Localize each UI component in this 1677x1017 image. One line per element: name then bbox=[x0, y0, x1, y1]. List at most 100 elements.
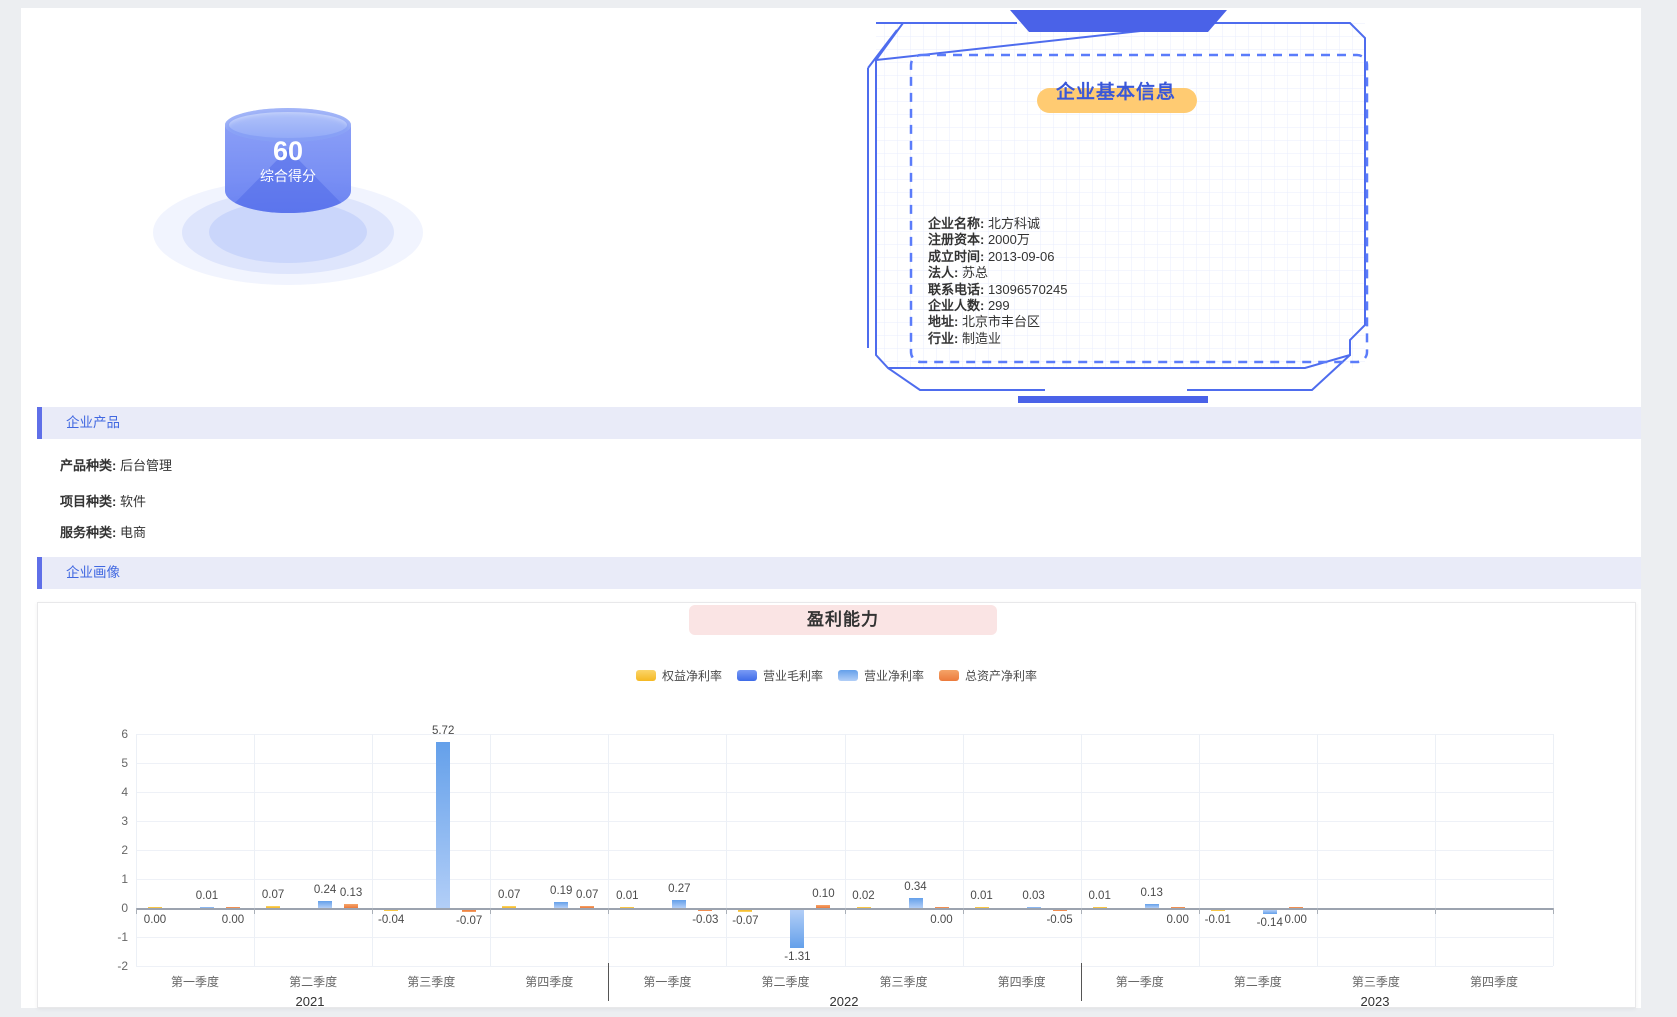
bar-value-label: 0.01 bbox=[195, 890, 219, 902]
y-axis-tick-label: 2 bbox=[121, 843, 128, 857]
bar-value-label: -0.03 bbox=[692, 914, 719, 926]
bar-value-label: 0.00 bbox=[1284, 914, 1307, 926]
score-label: 综合得分 bbox=[260, 168, 316, 184]
chart-bar bbox=[620, 907, 635, 908]
chart-bar bbox=[1170, 907, 1185, 908]
chart-bar bbox=[816, 905, 831, 908]
gridline bbox=[136, 966, 1553, 967]
gridline bbox=[1198, 734, 1200, 966]
legend-item[interactable]: 总资产净利率 bbox=[939, 667, 1037, 684]
quarter-label: 第四季度 bbox=[1469, 975, 1518, 989]
y-axis-tick-label: 1 bbox=[121, 872, 128, 886]
quarter-label: 第一季度 bbox=[643, 975, 692, 989]
bar-value-label: 0.02 bbox=[852, 890, 875, 902]
x-axis-tick bbox=[726, 908, 728, 914]
gridline bbox=[372, 734, 374, 966]
gridline bbox=[1316, 734, 1318, 966]
score-cone bbox=[225, 149, 351, 213]
field-row: 地址: 北京市丰台区 bbox=[928, 314, 1040, 330]
y-axis-tick-label: 3 bbox=[121, 814, 128, 828]
year-label: 2021 bbox=[295, 994, 325, 1009]
legend-item[interactable]: 营业毛利率 bbox=[736, 667, 823, 684]
chart-bar bbox=[344, 904, 359, 908]
gridline bbox=[1434, 734, 1436, 966]
gridline bbox=[608, 734, 610, 966]
field-row: 服务种类: 电商 bbox=[60, 525, 146, 540]
year-label: 2023 bbox=[1360, 994, 1390, 1009]
legend-item[interactable]: 营业净利率 bbox=[838, 667, 924, 684]
gridline bbox=[844, 734, 846, 966]
chart-bar bbox=[698, 910, 713, 911]
y-axis-tick-label: 5 bbox=[121, 756, 128, 770]
field-row: 联系电话: 13096570245 bbox=[928, 281, 1068, 297]
tech-frame bbox=[867, 10, 1369, 403]
bar-value-label: 0.24 bbox=[313, 884, 337, 897]
info-fields: 企业名称: 北方科诚 注册资本: 2000万 成立时间: 2013-09-06 法人:… bbox=[928, 216, 1258, 347]
legend-item[interactable]: 权益净利率 bbox=[635, 667, 722, 684]
year-separator bbox=[1080, 963, 1082, 1001]
year-separator bbox=[608, 963, 610, 1001]
legend-swatch bbox=[939, 670, 960, 681]
bar-value-label: 0.07 bbox=[261, 888, 285, 901]
y-axis-tick-label: 4 bbox=[121, 785, 128, 799]
x-axis-tick bbox=[1316, 908, 1318, 914]
chart-plot-area: 6 5 4 3 2 1 0 -1 -2 0.00 0.07 -0.04 0.07 0.01 -0.07 0.0… bbox=[38, 603, 1637, 1009]
chart-bar bbox=[226, 907, 240, 908]
bar-value-label: 0.27 bbox=[668, 883, 691, 896]
bar-value-label: 0.01 bbox=[1088, 890, 1111, 902]
chart-bar bbox=[934, 907, 949, 908]
chart-bar bbox=[790, 910, 805, 948]
bar-value-label: 5.72 bbox=[431, 725, 455, 738]
field-row: 产品种类: 后台管理 bbox=[60, 458, 172, 473]
gridline bbox=[490, 734, 492, 966]
score-value: 60 bbox=[272, 136, 304, 166]
x-axis-tick bbox=[490, 908, 492, 914]
chart-bar bbox=[974, 907, 989, 908]
legend-swatch bbox=[736, 670, 757, 681]
bar-value-label: 0.19 bbox=[550, 885, 573, 898]
dashboard-page: 60 综合得分 企业基本信息 bbox=[21, 8, 1641, 1009]
legend-label: 总资产净利率 bbox=[965, 669, 1038, 683]
info-title-highlight bbox=[1037, 88, 1197, 113]
gridline bbox=[726, 734, 728, 966]
bar-value-label: -0.07 bbox=[456, 915, 483, 928]
x-axis-tick bbox=[962, 908, 964, 914]
chart-bar bbox=[148, 907, 162, 908]
gridline bbox=[1553, 734, 1554, 966]
field-row: 项目种类: 软件 bbox=[60, 494, 146, 509]
chart-bar bbox=[1262, 910, 1277, 915]
field-row: 企业名称: 北方科诚 bbox=[928, 216, 1040, 231]
chart-legend: 权益净利率 营业毛利率 营业净利率 总资产净利率 bbox=[38, 667, 1635, 684]
chart-bar bbox=[436, 742, 451, 908]
bar-value-label: 0.00 bbox=[930, 914, 953, 926]
bar-value-label: 0.07 bbox=[498, 888, 521, 901]
x-axis-tick bbox=[136, 908, 137, 914]
bar-value-label: 0.34 bbox=[904, 881, 927, 894]
gridline bbox=[1080, 734, 1082, 966]
bar-value-label: 0.01 bbox=[616, 890, 639, 902]
bar-value-label: 0.01 bbox=[970, 890, 993, 902]
x-axis-tick bbox=[1434, 908, 1436, 914]
chart-bar bbox=[672, 900, 687, 908]
quarter-label: 第四季度 bbox=[525, 975, 574, 989]
legend-label: 营业净利率 bbox=[864, 669, 925, 683]
legend-label: 营业毛利率 bbox=[762, 669, 823, 683]
bar-value-label: -0.14 bbox=[1256, 917, 1283, 930]
chart-title: 盈利能力 bbox=[689, 605, 997, 635]
y-axis-tick-label: -2 bbox=[117, 959, 128, 973]
year-label: 2022 bbox=[829, 994, 859, 1009]
quarter-label: 第一季度 bbox=[1115, 975, 1164, 989]
section-title-portrait: 企业画像 bbox=[66, 565, 120, 580]
chart-bar bbox=[1026, 907, 1041, 908]
quarter-label: 第三季度 bbox=[1351, 975, 1400, 989]
x-axis-tick bbox=[1553, 908, 1554, 914]
x-axis-tick bbox=[844, 908, 846, 914]
chart-bar bbox=[462, 910, 477, 913]
chart-bar bbox=[502, 905, 517, 908]
quarter-label: 第四季度 bbox=[997, 975, 1046, 989]
gridline bbox=[962, 734, 964, 966]
bar-value-label: 0.00 bbox=[1166, 914, 1189, 926]
x-axis-tick bbox=[1198, 908, 1200, 914]
bar-value-label: -0.01 bbox=[1204, 914, 1231, 926]
bar-value-label: 0.10 bbox=[812, 888, 835, 901]
